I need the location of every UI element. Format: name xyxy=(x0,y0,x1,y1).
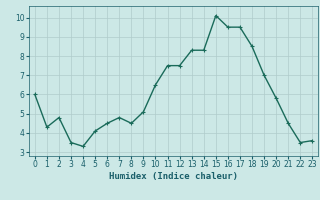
X-axis label: Humidex (Indice chaleur): Humidex (Indice chaleur) xyxy=(109,172,238,181)
